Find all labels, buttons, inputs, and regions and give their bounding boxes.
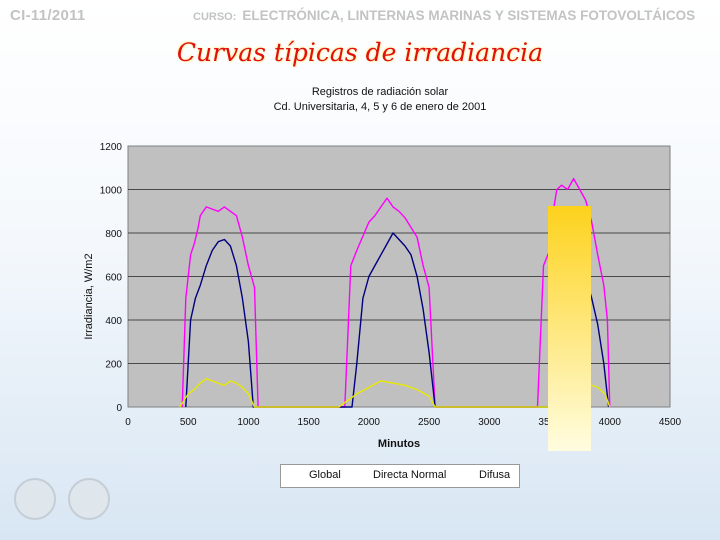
y-tick-label-5: 1000 bbox=[100, 186, 123, 197]
y-tick-label-0: 0 bbox=[116, 403, 122, 414]
y-axis-label: Irradiancia, W/m2 bbox=[83, 253, 95, 339]
x-tick-label-2: 1000 bbox=[237, 417, 260, 428]
x-tick-label-4: 2000 bbox=[358, 417, 381, 428]
slide-title: Curvas típicas de irradiancia bbox=[176, 38, 544, 67]
header-course-name: ELECTRÓNICA, LINTERNAS MARINAS Y SISTEMA… bbox=[242, 8, 696, 23]
highlight-overlay bbox=[548, 206, 591, 451]
x-tick-label-3: 1500 bbox=[298, 417, 321, 428]
chart-title: Registros de radiación solar bbox=[311, 86, 449, 98]
legend-directa-normal: Directa Normal bbox=[373, 469, 447, 481]
x-tick-label-1: 500 bbox=[180, 417, 197, 428]
header-course-code: CI-11/2011 bbox=[10, 7, 86, 24]
chart-legend: Global Directa Normal Difusa bbox=[280, 464, 520, 488]
x-tick-label-5: 2500 bbox=[418, 417, 441, 428]
legend-difusa: Difusa bbox=[479, 469, 511, 481]
series-line-global bbox=[181, 177, 611, 408]
y-tick-label-6: 1200 bbox=[100, 142, 123, 153]
legend-global: Global bbox=[309, 469, 341, 481]
y-tick-label-3: 600 bbox=[105, 273, 122, 284]
x-tick-label-8: 4000 bbox=[599, 417, 622, 428]
y-tick-label-4: 800 bbox=[105, 229, 122, 240]
chart-subtitle: Cd. Universitaria, 4, 5 y 6 de enero de … bbox=[273, 101, 487, 113]
header-curso-label: CURSO: bbox=[193, 11, 237, 23]
y-tick-label-1: 200 bbox=[105, 360, 122, 371]
x-tick-label-9: 4500 bbox=[659, 417, 682, 428]
university-logo bbox=[14, 478, 56, 520]
x-tick-label-6: 3000 bbox=[478, 417, 501, 428]
x-axis-label: Minutos bbox=[378, 438, 420, 450]
x-tick-label-0: 0 bbox=[125, 417, 131, 428]
y-tick-label-2: 400 bbox=[105, 316, 122, 327]
header-course: CURSO: ELECTRÓNICA, LINTERNAS MARINAS Y S… bbox=[193, 8, 695, 23]
faculty-logo bbox=[68, 478, 110, 520]
